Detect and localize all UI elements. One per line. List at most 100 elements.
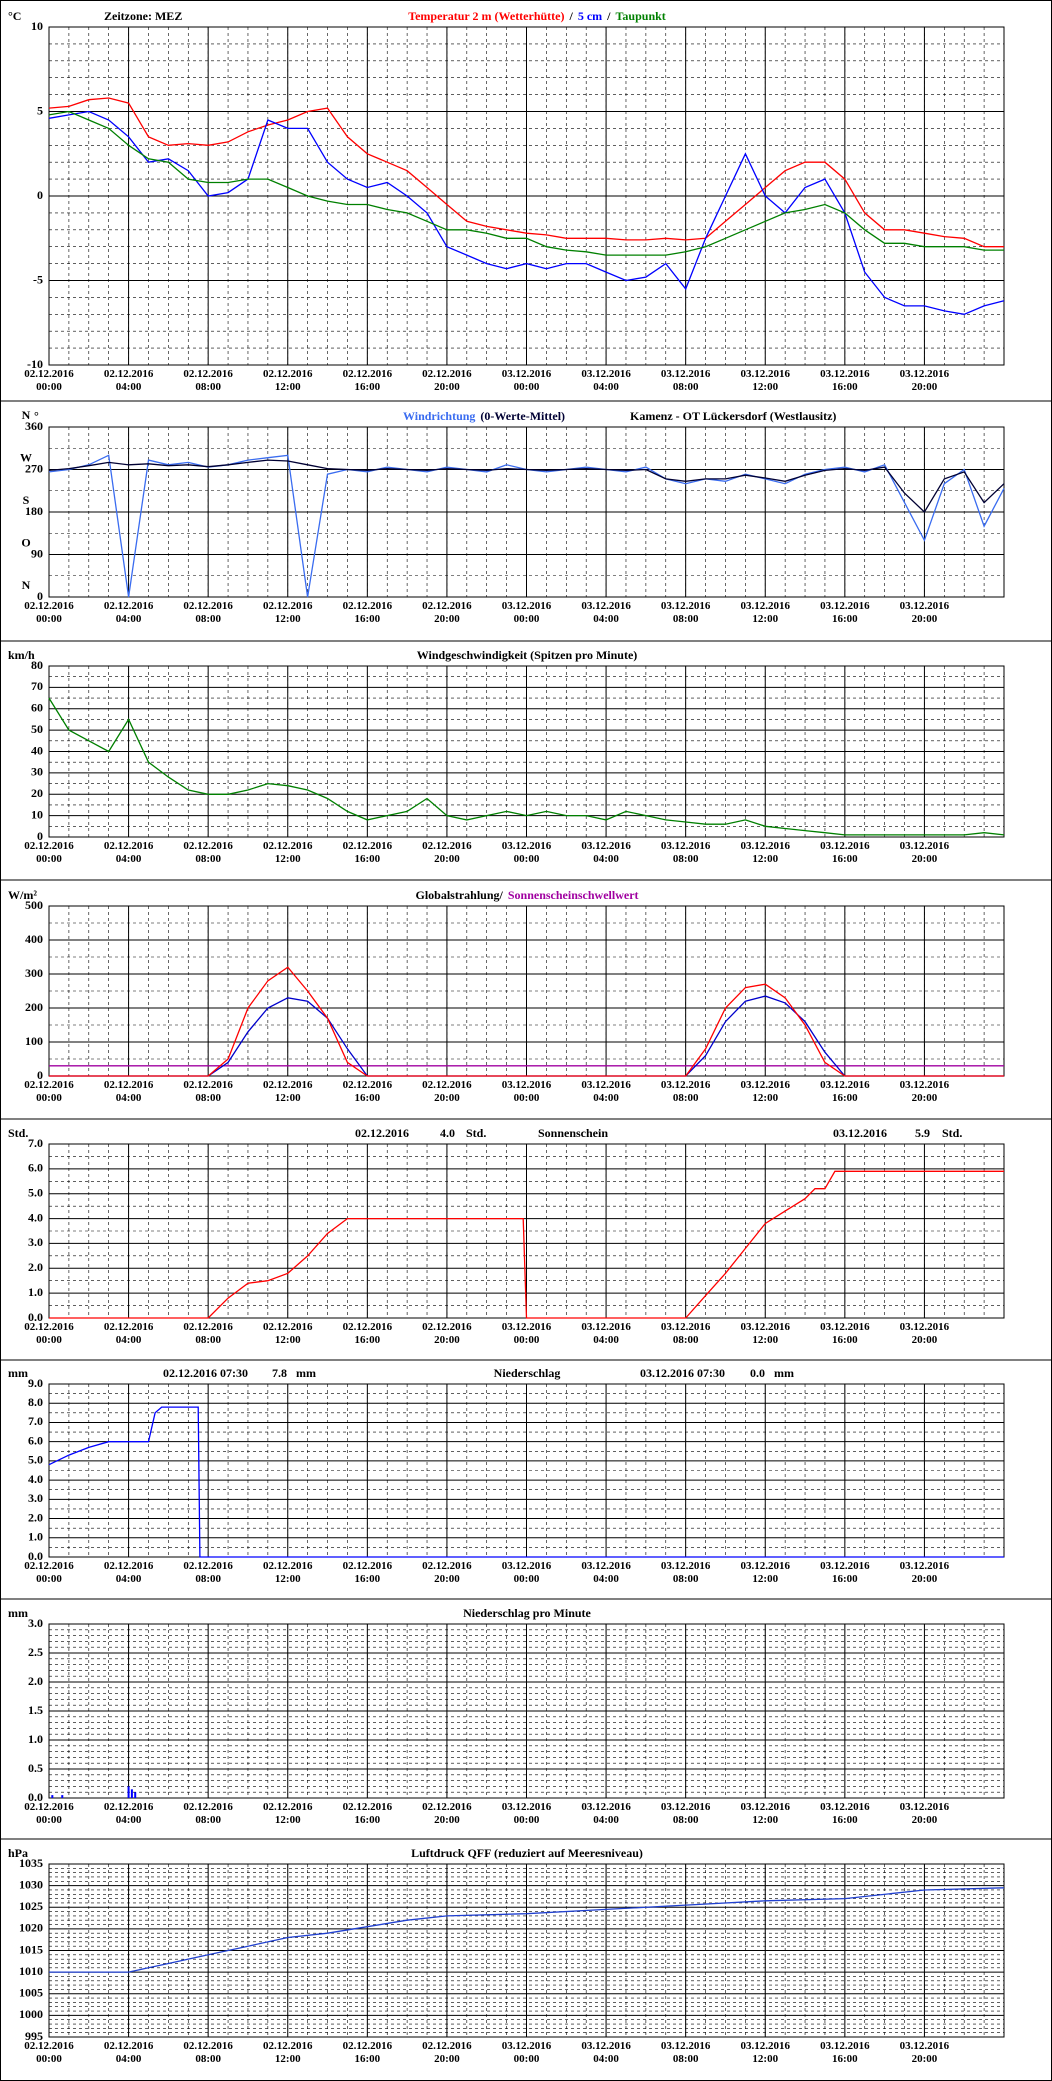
x-tick-label: 02.12.2016 12:00 <box>263 1079 313 1104</box>
x-tick-label: 03.12.2016 20:00 <box>899 600 950 625</box>
summary-unit: Std. <box>942 1126 962 1140</box>
summary-date: 02.12.2016 <box>355 1126 409 1140</box>
header-text: Luftdruck QFF (reduziert auf Meeresnivea… <box>411 1846 643 1860</box>
x-tick-label: 03.12.2016 20:00 <box>899 1560 950 1585</box>
x-tick-label: 03.12.2016 16:00 <box>820 368 870 393</box>
y-tick-label: 0.0 <box>28 1310 43 1324</box>
x-tick-label: 03.12.2016 04:00 <box>581 1801 631 1826</box>
unit-label: ° <box>34 409 39 423</box>
compass-label: N <box>22 408 31 422</box>
x-tick-label: 03.12.2016 16:00 <box>820 600 870 625</box>
x-tick-label: 03.12.2016 16:00 <box>820 1079 870 1104</box>
plot-border <box>48 1623 1005 1799</box>
bar <box>61 1795 64 1798</box>
x-tick-label: 03.12.2016 12:00 <box>740 1079 791 1104</box>
header-text: Sonnenschein <box>538 1126 608 1140</box>
x-tick-label: 03.12.2016 04:00 <box>581 2040 631 2065</box>
x-tick-label: 03.12.2016 04:00 <box>581 600 631 625</box>
y-tick-label: 5 <box>37 103 43 117</box>
y-tick-label: 4.0 <box>28 1210 43 1224</box>
x-tick-label: 02.12.2016 00:00 <box>24 1560 74 1585</box>
y-tick-label: -5 <box>33 272 43 286</box>
y-tick-label: 8.0 <box>28 1395 43 1409</box>
x-tick-label: 02.12.2016 00:00 <box>24 1321 74 1346</box>
y-tick-label: 0.5 <box>28 1761 43 1775</box>
x-tick-label: 02.12.2016 04:00 <box>103 1560 154 1585</box>
y-tick-label: 200 <box>25 1000 43 1014</box>
header-text: 5 cm <box>578 9 602 23</box>
x-tick-label: 03.12.2016 12:00 <box>740 840 791 865</box>
y-tick-label: 5.0 <box>28 1185 43 1199</box>
x-tick-label: 02.12.2016 08:00 <box>183 600 233 625</box>
x-tick-label: 02.12.2016 12:00 <box>263 1321 313 1346</box>
x-tick-label: 03.12.2016 04:00 <box>581 368 631 393</box>
summary-total: 0.0 <box>750 1366 765 1380</box>
bar <box>51 1795 54 1798</box>
header-text: Windrichtung <box>403 409 475 423</box>
x-tick-label: 03.12.2016 12:00 <box>740 368 791 393</box>
header-text: Windgeschwindigkeit (Spitzen pro Minute) <box>417 648 638 662</box>
y-tick-label: 7.0 <box>28 1414 43 1428</box>
y-tick-label: 10 <box>31 807 43 821</box>
chart-header: Windgeschwindigkeit (Spitzen pro Minute) <box>417 648 638 662</box>
y-tick-label: 400 <box>25 932 43 946</box>
x-tick-label: 03.12.2016 16:00 <box>820 1321 870 1346</box>
x-tick-label: 02.12.2016 08:00 <box>183 840 233 865</box>
header-text: Sonnenscheinschwellwert <box>508 888 639 902</box>
y-tick-label: 9.0 <box>28 1376 43 1390</box>
chart-header: Globalstrahlung/Sonnenscheinschwellwert <box>415 888 638 902</box>
x-tick-label: 03.12.2016 04:00 <box>581 1560 631 1585</box>
x-tick-label: 03.12.2016 16:00 <box>820 1801 870 1826</box>
x-tick-label: 02.12.2016 00:00 <box>24 1801 74 1826</box>
x-tick-label: 02.12.2016 12:00 <box>263 840 313 865</box>
y-tick-label: 50 <box>31 722 43 736</box>
x-tick-label: 03.12.2016 08:00 <box>660 1801 711 1826</box>
x-tick-label: 03.12.2016 08:00 <box>660 2040 711 2065</box>
y-tick-label: 1015 <box>19 1942 43 1956</box>
x-tick-label: 03.12.2016 00:00 <box>501 1560 552 1585</box>
x-tick-label: 02.12.2016 04:00 <box>103 1079 154 1104</box>
series-line <box>49 966 1004 1077</box>
summary-unit: mm <box>774 1366 794 1380</box>
x-tick-label: 02.12.2016 20:00 <box>422 1801 472 1826</box>
chart-header: Niederschlag <box>494 1366 561 1380</box>
y-tick-label: 1030 <box>19 1877 43 1891</box>
x-tick-label: 03.12.2016 20:00 <box>899 840 950 865</box>
x-tick-label: 02.12.2016 04:00 <box>103 840 154 865</box>
x-tick-label: 02.12.2016 20:00 <box>422 2040 472 2065</box>
y-tick-label: 1010 <box>19 1964 43 1978</box>
x-tick-label: 02.12.2016 08:00 <box>183 368 233 393</box>
series-line <box>48 1406 1004 1558</box>
x-tick-label: 03.12.2016 20:00 <box>899 1321 950 1346</box>
x-tick-label: 03.12.2016 00:00 <box>501 1321 552 1346</box>
summary-date: 03.12.2016 <box>833 1126 887 1140</box>
x-tick-label: 03.12.2016 08:00 <box>660 1560 711 1585</box>
y-tick-label: 0 <box>37 589 43 603</box>
summary-unit: mm <box>296 1366 316 1380</box>
y-tick-label: 2.0 <box>28 1674 43 1688</box>
plot-border <box>48 26 1005 366</box>
x-tick-label: 02.12.2016 08:00 <box>183 1079 233 1104</box>
header-text: / <box>606 9 611 23</box>
y-tick-label: 0 <box>37 188 43 202</box>
unit-label: hPa <box>8 1846 28 1860</box>
y-tick-label: 2.5 <box>28 1645 43 1659</box>
header-text: Niederschlag pro Minute <box>463 1606 591 1620</box>
y-tick-label: 500 <box>25 898 43 912</box>
plot-border <box>48 426 1005 598</box>
summary-total: 5.9 <box>915 1126 930 1140</box>
y-tick-label: 1025 <box>19 1899 43 1913</box>
unit-label: mm <box>8 1366 28 1380</box>
x-tick-label: 03.12.2016 04:00 <box>581 1079 631 1104</box>
x-tick-label: 02.12.2016 16:00 <box>342 840 393 865</box>
series-line <box>48 459 1005 514</box>
x-tick-label: 02.12.2016 20:00 <box>422 1560 472 1585</box>
y-tick-label: 0.0 <box>28 1790 43 1804</box>
station: Kamenz - OT Lückersdorf (Westlausitz) <box>630 409 836 423</box>
x-tick-label: 03.12.2016 08:00 <box>660 1321 711 1346</box>
series-line <box>48 110 1004 256</box>
unit-label: W/m² <box>8 888 37 902</box>
x-tick-label: 03.12.2016 20:00 <box>899 1801 950 1826</box>
y-tick-label: 1.5 <box>28 1703 43 1717</box>
